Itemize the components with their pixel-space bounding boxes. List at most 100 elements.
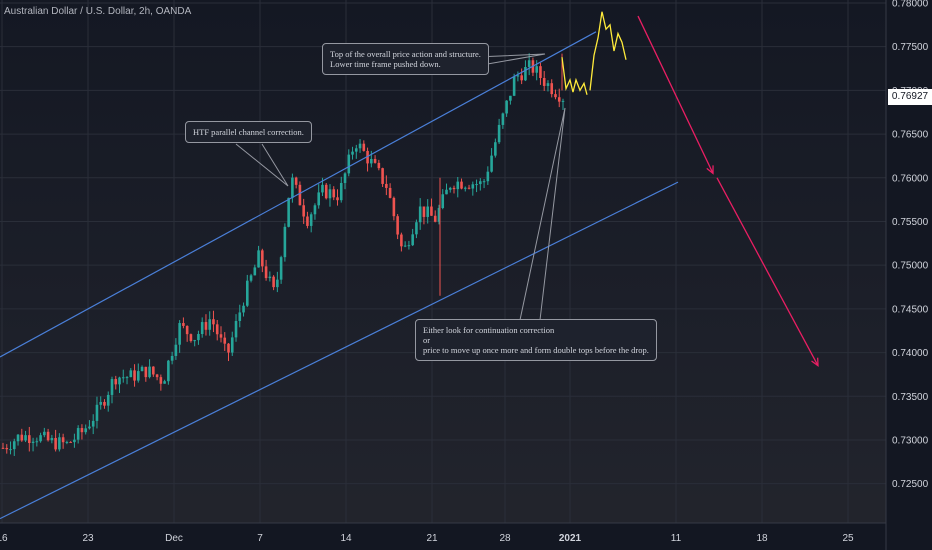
note-bottom-line-2: or (423, 335, 431, 345)
candle-body (208, 319, 212, 330)
time-tick-label: 2021 (559, 533, 582, 544)
candle-body (46, 431, 50, 441)
candle-body (73, 439, 76, 443)
time-tick-label: 28 (499, 533, 511, 544)
candle-body (185, 325, 189, 335)
candle-body (43, 431, 46, 436)
projection-path-low (561, 57, 588, 95)
time-tick-label: 21 (426, 533, 438, 544)
time-tick-label: 18 (756, 533, 768, 544)
candle-body (554, 94, 557, 98)
candle-body (257, 250, 260, 268)
candle-body (58, 437, 61, 450)
target-arrow-line[interactable] (716, 177, 819, 366)
candle-body (527, 60, 531, 67)
candle-body (354, 148, 358, 152)
time-axis[interactable] (0, 523, 886, 550)
candle-body (20, 434, 24, 441)
candle-body (509, 95, 512, 101)
candle-body (219, 334, 223, 338)
candle-body (385, 183, 388, 188)
candle-body (324, 184, 328, 199)
candle-body (283, 226, 287, 258)
candle-body (35, 441, 39, 443)
price-tick-label: 0.74000 (892, 348, 929, 359)
candle-body (557, 97, 561, 102)
candle-body (392, 197, 396, 217)
candle-body (366, 150, 369, 164)
candle-body (91, 420, 95, 427)
candle-body (343, 173, 347, 183)
candle-body (118, 377, 121, 385)
candle-body (302, 205, 305, 217)
candle-body (16, 434, 20, 442)
candle-body (486, 171, 490, 182)
candle-body (437, 208, 441, 222)
candle-body (407, 245, 411, 247)
candle-body (230, 337, 234, 353)
candle-body (261, 250, 264, 267)
candle-body (426, 206, 429, 217)
note-bottom-scenario: Either look for continuation correction … (415, 319, 657, 361)
candle-body (546, 83, 550, 86)
candle-body (512, 76, 516, 96)
candle-body (95, 404, 99, 421)
channel-lower-line[interactable] (0, 181, 679, 520)
price-tick-label: 0.73000 (892, 435, 929, 446)
candle-body (433, 215, 437, 222)
price-tick-label: 0.75500 (892, 217, 929, 228)
price-tick-label: 0.76500 (892, 130, 929, 141)
candle-body (396, 216, 399, 235)
target-arrow-line[interactable] (637, 15, 714, 174)
candle-body (505, 100, 508, 114)
candle-body (467, 187, 471, 189)
candle-body (170, 355, 174, 361)
candle-body (373, 158, 377, 163)
candle-body (50, 437, 54, 441)
candle-body (490, 155, 493, 172)
candle-body (103, 401, 106, 406)
candle-body (212, 319, 215, 325)
candle-body (137, 371, 140, 381)
note-bottom-line-3: price to move up once more and form doub… (423, 345, 649, 355)
candle-body (388, 187, 392, 198)
channel-upper-line[interactable] (0, 31, 597, 358)
candle-body (178, 323, 181, 345)
candle-body (445, 189, 448, 195)
candle-body (539, 66, 542, 79)
candle-body (200, 322, 204, 335)
candle-body (456, 181, 460, 190)
candle-body (159, 377, 163, 384)
candle-body (418, 206, 422, 223)
candle-body (339, 182, 343, 201)
time-tick-label: 25 (842, 533, 854, 544)
candle-body (1, 447, 5, 449)
candle-body (422, 206, 426, 217)
candle-body (189, 334, 193, 342)
candle-body (306, 216, 309, 226)
candle-body (411, 234, 414, 246)
candle-body (182, 323, 185, 326)
candle-body (65, 441, 69, 443)
candle-body (9, 449, 12, 451)
candle-body (12, 441, 16, 450)
candle-body (204, 322, 208, 330)
candle-body (400, 234, 403, 247)
target-arrow-head (706, 165, 714, 175)
candle-body (460, 181, 463, 189)
note-bottom-line-1: Either look for continuation correction (423, 325, 555, 335)
candle-body (155, 374, 159, 378)
candle-body (377, 162, 381, 169)
price-tick-label: 0.74500 (892, 304, 929, 315)
candle-body (381, 168, 384, 184)
candle-body (535, 66, 538, 73)
candle-body (234, 320, 238, 338)
candle-body (80, 428, 84, 433)
price-axis[interactable] (886, 0, 932, 550)
candle-body (249, 275, 253, 281)
note-top-line-2: Lower time frame pushed down. (330, 59, 441, 69)
candle-body (110, 379, 114, 395)
candle-body (362, 143, 366, 151)
